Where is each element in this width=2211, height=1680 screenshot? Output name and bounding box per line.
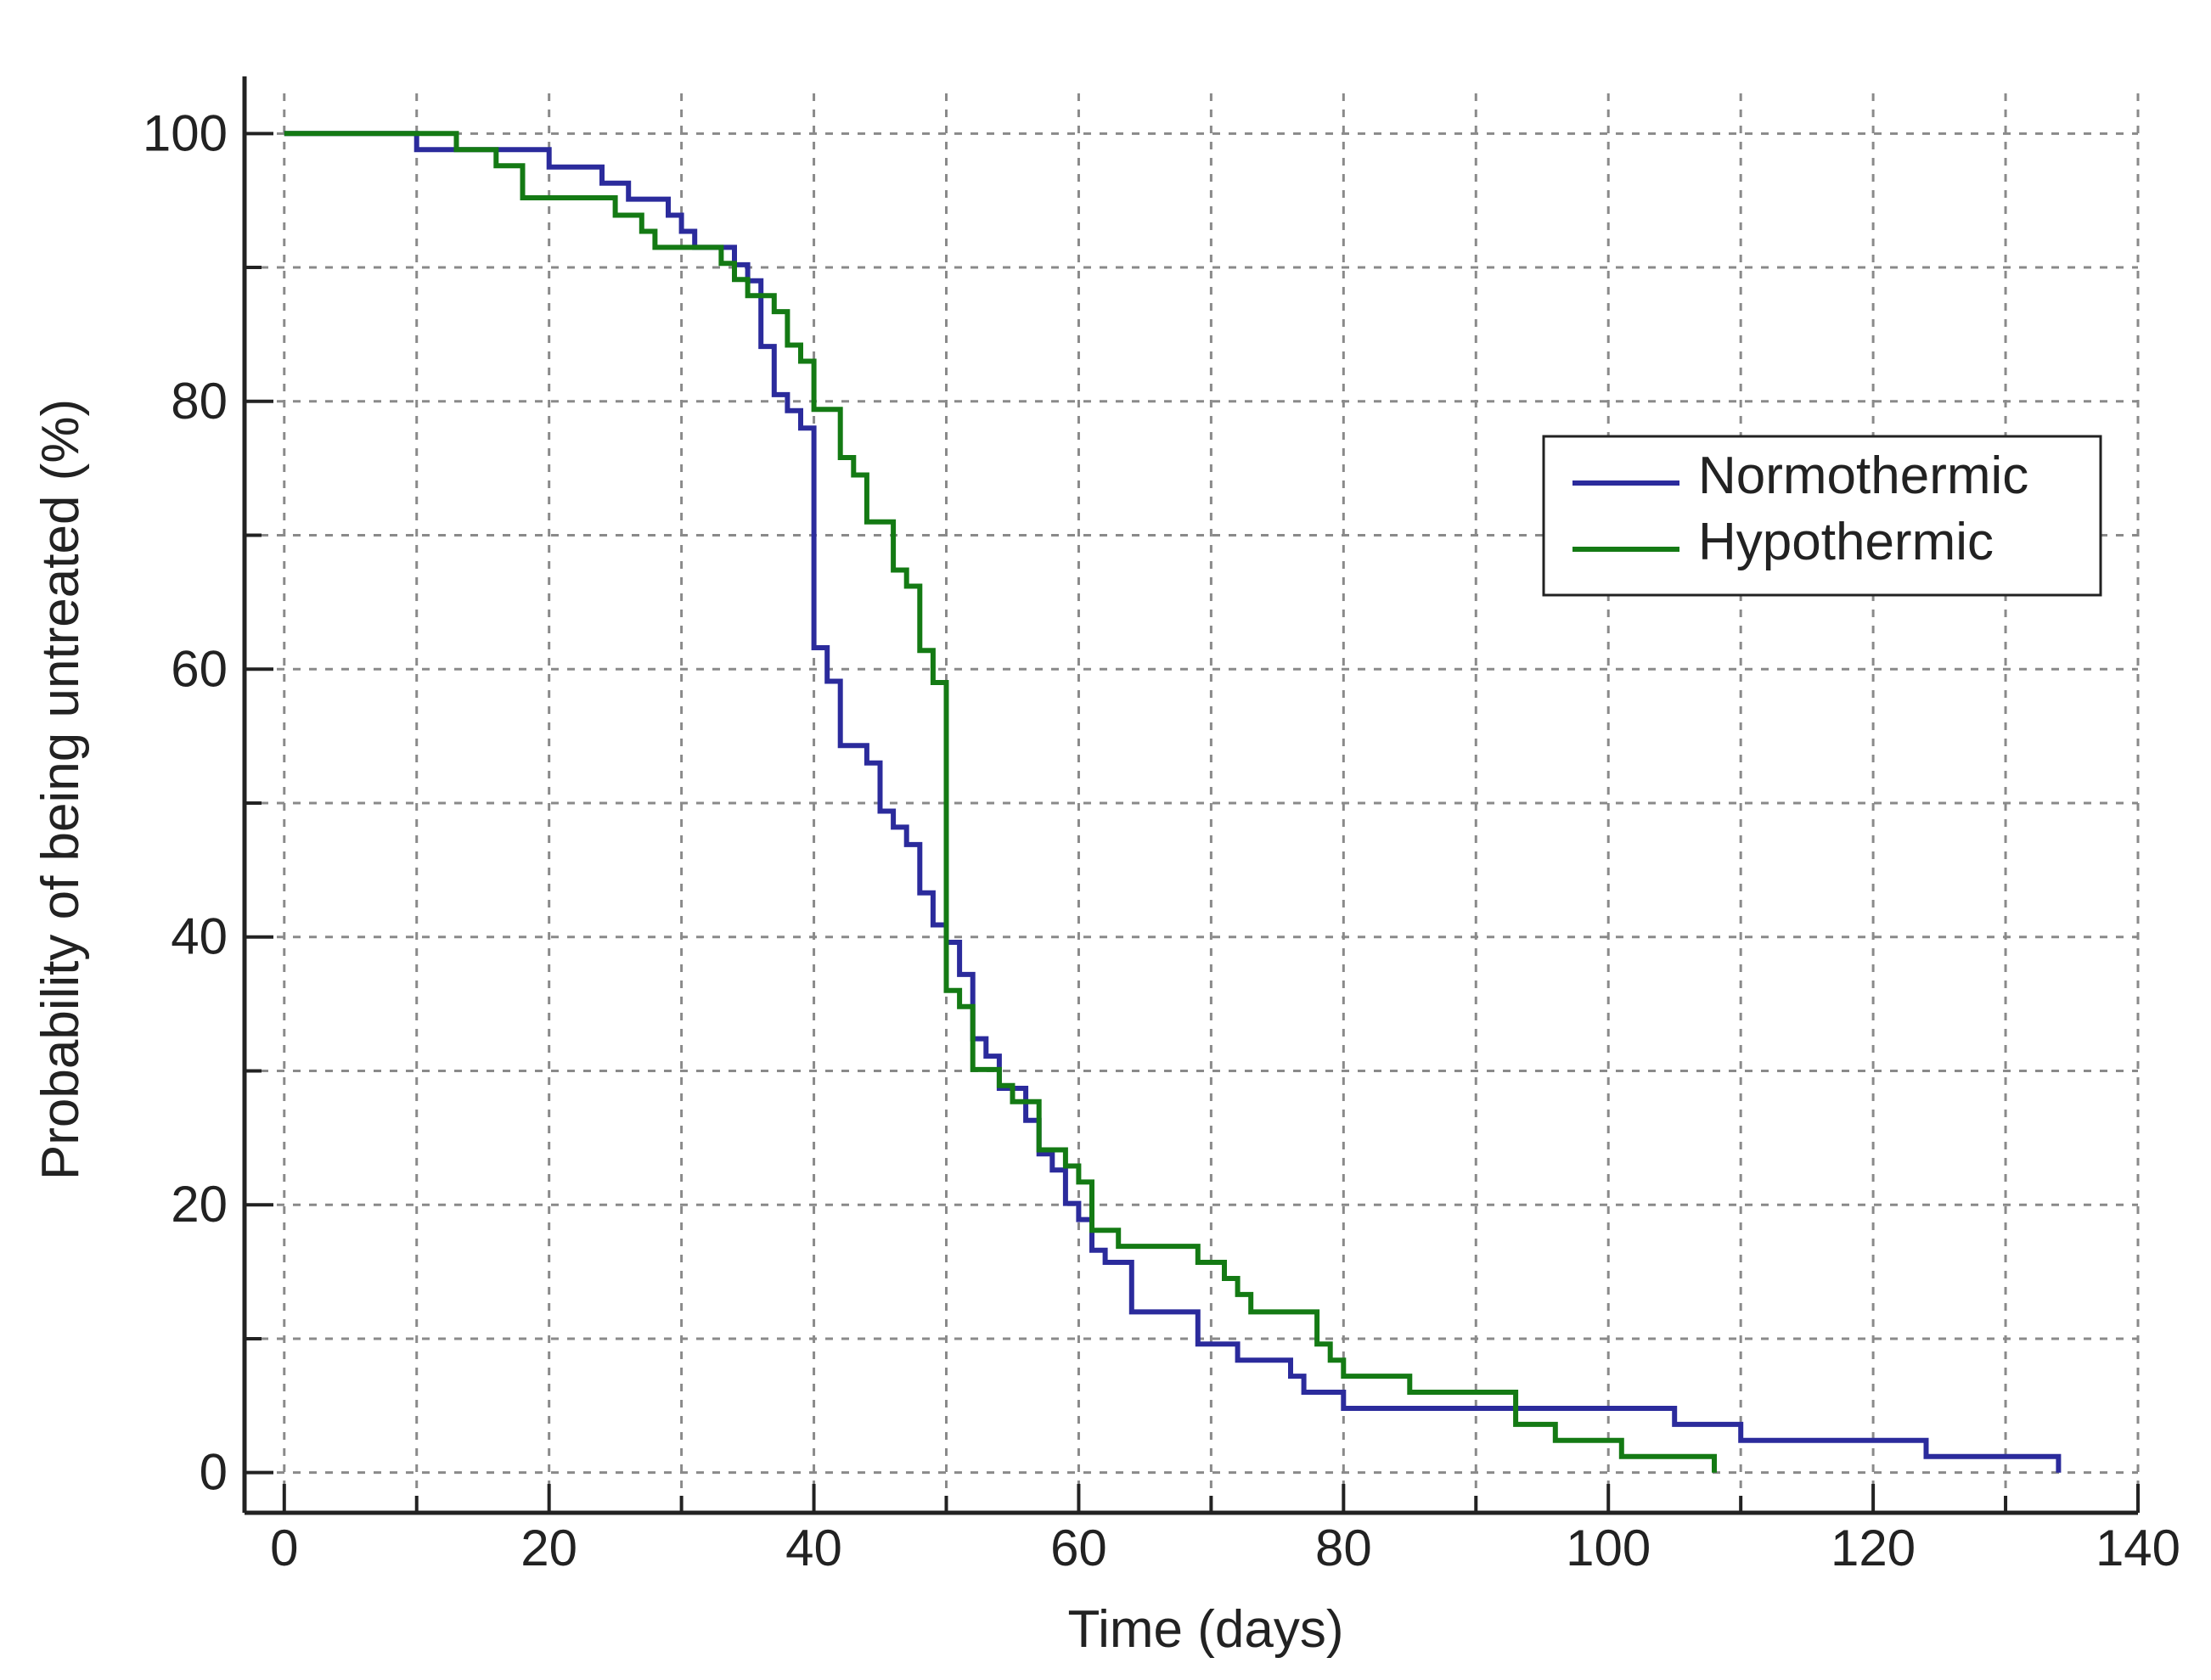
y-tick-label-80: 80 [171, 373, 228, 430]
x-axis-title: Time (days) [1068, 1600, 1344, 1659]
series-line-hypothermic [284, 131, 1717, 1473]
legend: Normothermic Hypothermic [1542, 435, 2102, 597]
y-tick-label-100: 100 [143, 104, 228, 161]
legend-label-normothermic: Normothermic [1698, 447, 2028, 505]
x-tick-label-120: 120 [1831, 1520, 1916, 1576]
axes [242, 76, 2140, 1515]
y-tick-label-20: 20 [171, 1176, 228, 1233]
x-tick-label-140: 140 [2096, 1520, 2180, 1576]
x-tick-label-0: 0 [270, 1520, 298, 1576]
series-layer [284, 131, 2062, 1473]
y-tick-label-40: 40 [171, 908, 228, 965]
legend-box [1542, 435, 2102, 597]
y-tick-label-0: 0 [200, 1444, 228, 1501]
x-tick-label-80: 80 [1315, 1520, 1372, 1576]
grid [245, 93, 2140, 1513]
x-tick-label-100: 100 [1566, 1520, 1651, 1576]
y-tick-label-60: 60 [171, 640, 228, 697]
tick-labels: 0 20 40 60 80 100 120 140 0 20 40 60 80 100 [143, 104, 2180, 1576]
x-tick-label-60: 60 [1050, 1520, 1107, 1576]
x-tick-label-40: 40 [785, 1520, 842, 1576]
y-axis-title: Probability of being untreated (%) [31, 399, 90, 1180]
legend-label-hypothermic: Hypothermic [1698, 513, 1994, 571]
x-tick-label-20: 20 [520, 1520, 577, 1576]
series-line-normothermic [284, 131, 2062, 1473]
